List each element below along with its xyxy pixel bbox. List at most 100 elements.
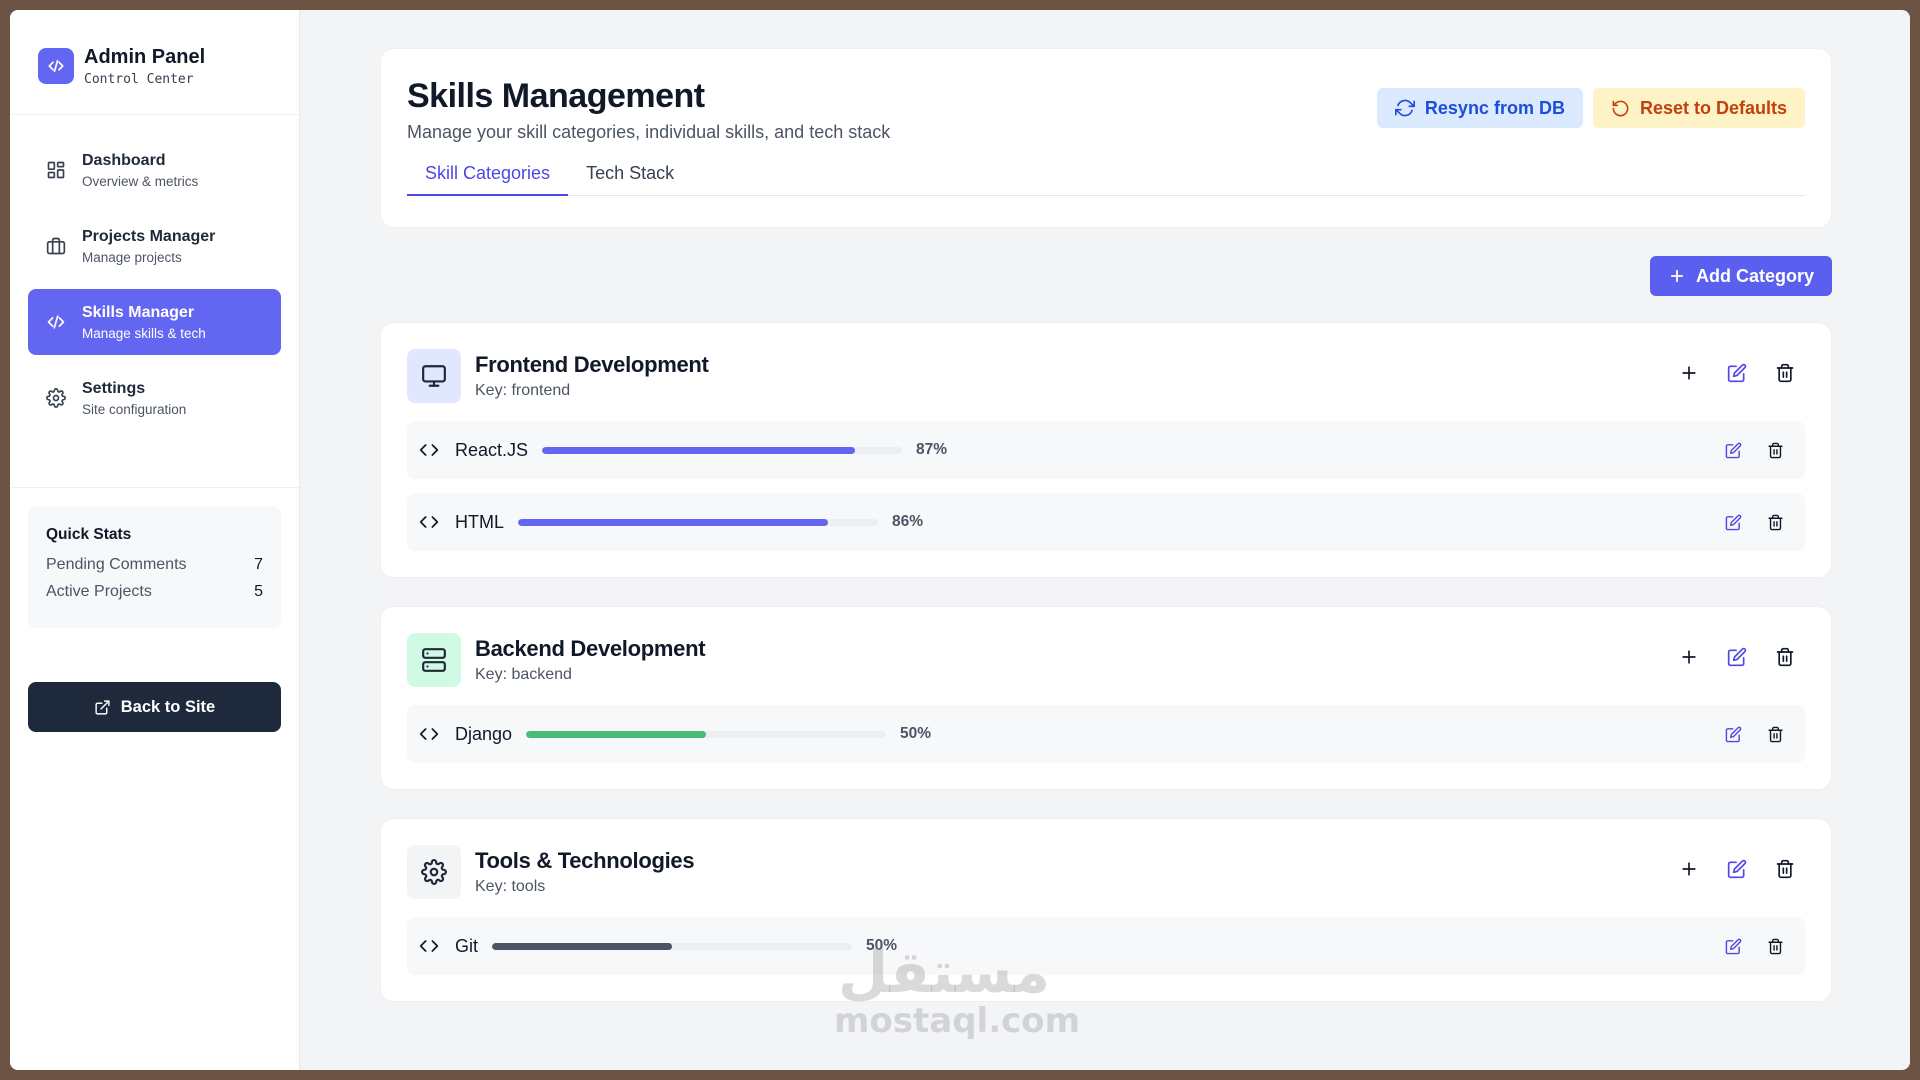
category-name: Tools & Technologies xyxy=(475,848,695,873)
skill-percent: 50% xyxy=(900,725,932,742)
sidebar: Admin Panel Control Center Dashboard Ove… xyxy=(10,10,300,1070)
category-name: Frontend Development xyxy=(475,352,709,377)
header-actions: Resync from DB Reset to Defaults xyxy=(1376,88,1805,128)
edit-icon[interactable] xyxy=(1725,857,1749,881)
category-header: Frontend Development Key: frontend xyxy=(407,349,1805,403)
stat-value: 5 xyxy=(254,583,263,600)
skill-name: React.JS xyxy=(455,439,529,460)
stat-row: Active Projects 5 xyxy=(46,583,263,601)
add-skill-icon[interactable] xyxy=(1677,857,1701,881)
edit-icon[interactable] xyxy=(1721,722,1745,746)
tab-bar: Skill Categories Tech Stack xyxy=(407,163,1805,196)
code-icon xyxy=(38,48,74,84)
sidebar-nav: Dashboard Overview & metrics Projects Ma… xyxy=(10,115,299,431)
category-card-frontend: Frontend Development Key: frontend React… xyxy=(380,322,1832,578)
skill-progress-fill xyxy=(542,446,856,454)
sidebar-item-label: Settings xyxy=(82,379,146,397)
trash-icon[interactable] xyxy=(1763,510,1787,534)
resync-button[interactable]: Resync from DB xyxy=(1376,88,1583,128)
briefcase-icon xyxy=(46,236,66,256)
watermark: مستقل mostaql.com xyxy=(834,938,1080,1038)
main-content: Skills Management Manage your skill cate… xyxy=(300,10,1910,1070)
edit-icon[interactable] xyxy=(1725,645,1749,669)
skill-progress-track xyxy=(526,730,887,738)
quick-stats: Quick Stats Pending Comments 7 Active Pr… xyxy=(28,506,281,628)
edit-icon[interactable] xyxy=(1721,934,1745,958)
add-skill-icon[interactable] xyxy=(1677,645,1701,669)
reset-defaults-button[interactable]: Reset to Defaults xyxy=(1592,88,1805,128)
divider xyxy=(10,487,299,488)
skill-name: Git xyxy=(455,935,479,956)
skill-percent: 86% xyxy=(892,513,924,530)
code-brackets-icon xyxy=(419,936,441,956)
code-icon xyxy=(46,312,66,332)
category-name: Backend Development xyxy=(475,636,706,661)
sidebar-item-label: Dashboard xyxy=(82,151,166,169)
edit-icon[interactable] xyxy=(1721,438,1745,462)
sidebar-item-projects[interactable]: Projects Manager Manage projects xyxy=(28,213,281,279)
code-brackets-icon xyxy=(419,440,441,460)
sidebar-item-sublabel: Overview & metrics xyxy=(82,173,199,189)
trash-icon[interactable] xyxy=(1763,934,1787,958)
skill-name: HTML xyxy=(455,511,504,532)
skill-row: HTML 86% xyxy=(407,493,1805,551)
category-actions xyxy=(1677,645,1797,669)
tab-tech-stack[interactable]: Tech Stack xyxy=(586,163,675,183)
add-category-label: Add Category xyxy=(1695,265,1814,286)
add-category-button[interactable]: Add Category xyxy=(1649,256,1832,296)
trash-icon[interactable] xyxy=(1773,857,1797,881)
sidebar-item-label: Projects Manager xyxy=(82,227,216,245)
skill-name: Django xyxy=(455,723,513,744)
skill-actions xyxy=(1721,510,1787,534)
stat-label: Pending Comments xyxy=(46,556,187,573)
app-window: Admin Panel Control Center Dashboard Ove… xyxy=(10,10,1910,1070)
category-actions xyxy=(1677,361,1797,385)
skill-row: React.JS 87% xyxy=(407,421,1805,479)
category-key: Key: tools xyxy=(475,878,546,895)
quick-stats-title: Quick Stats xyxy=(46,526,132,543)
skill-progress-fill xyxy=(518,518,828,526)
page-title: Skills Management xyxy=(407,77,705,115)
edit-icon[interactable] xyxy=(1721,510,1745,534)
add-skill-icon[interactable] xyxy=(1677,361,1701,385)
sidebar-item-sublabel: Site configuration xyxy=(82,401,187,417)
skill-actions xyxy=(1721,722,1787,746)
back-to-site-label: Back to Site xyxy=(120,697,216,716)
sidebar-item-settings[interactable]: Settings Site configuration xyxy=(28,365,281,431)
refresh-icon xyxy=(1394,99,1415,117)
watermark-arabic: مستقل xyxy=(837,938,1051,1006)
trash-icon[interactable] xyxy=(1773,361,1797,385)
code-brackets-icon xyxy=(419,724,441,744)
trash-icon[interactable] xyxy=(1763,438,1787,462)
trash-icon[interactable] xyxy=(1773,645,1797,669)
grid-icon xyxy=(46,160,66,180)
reset-label: Reset to Defaults xyxy=(1639,97,1787,118)
skill-progress-track xyxy=(518,518,878,526)
skill-progress-fill xyxy=(492,942,673,950)
brand-title: Admin Panel xyxy=(84,45,206,68)
category-card-tools: Tools & Technologies Key: tools Git 50% xyxy=(380,818,1832,1002)
stat-value: 7 xyxy=(254,556,263,573)
brand-subtitle: Control Center xyxy=(84,71,194,87)
page-subtitle: Manage your skill categories, individual… xyxy=(407,122,891,142)
sidebar-item-dashboard[interactable]: Dashboard Overview & metrics xyxy=(28,137,281,203)
category-key: Key: backend xyxy=(475,666,572,683)
server-icon xyxy=(407,633,461,687)
skill-progress-fill xyxy=(526,730,707,738)
stat-label: Active Projects xyxy=(46,583,152,600)
back-to-site-button[interactable]: Back to Site xyxy=(28,682,281,732)
trash-icon[interactable] xyxy=(1763,722,1787,746)
edit-icon[interactable] xyxy=(1725,361,1749,385)
tab-skill-categories[interactable]: Skill Categories xyxy=(407,163,569,196)
category-header: Tools & Technologies Key: tools xyxy=(407,845,1805,899)
sidebar-item-skills[interactable]: Skills Manager Manage skills & tech xyxy=(28,289,281,355)
sidebar-item-sublabel: Manage skills & tech xyxy=(82,325,206,341)
monitor-icon xyxy=(407,349,461,403)
category-actions xyxy=(1677,857,1797,881)
category-card-backend: Backend Development Key: backend Django … xyxy=(380,606,1832,790)
external-link-icon xyxy=(95,699,110,715)
gear-icon xyxy=(46,388,66,408)
skill-row: Django 50% xyxy=(407,705,1805,763)
gear-icon xyxy=(407,845,461,899)
resync-label: Resync from DB xyxy=(1424,97,1565,118)
